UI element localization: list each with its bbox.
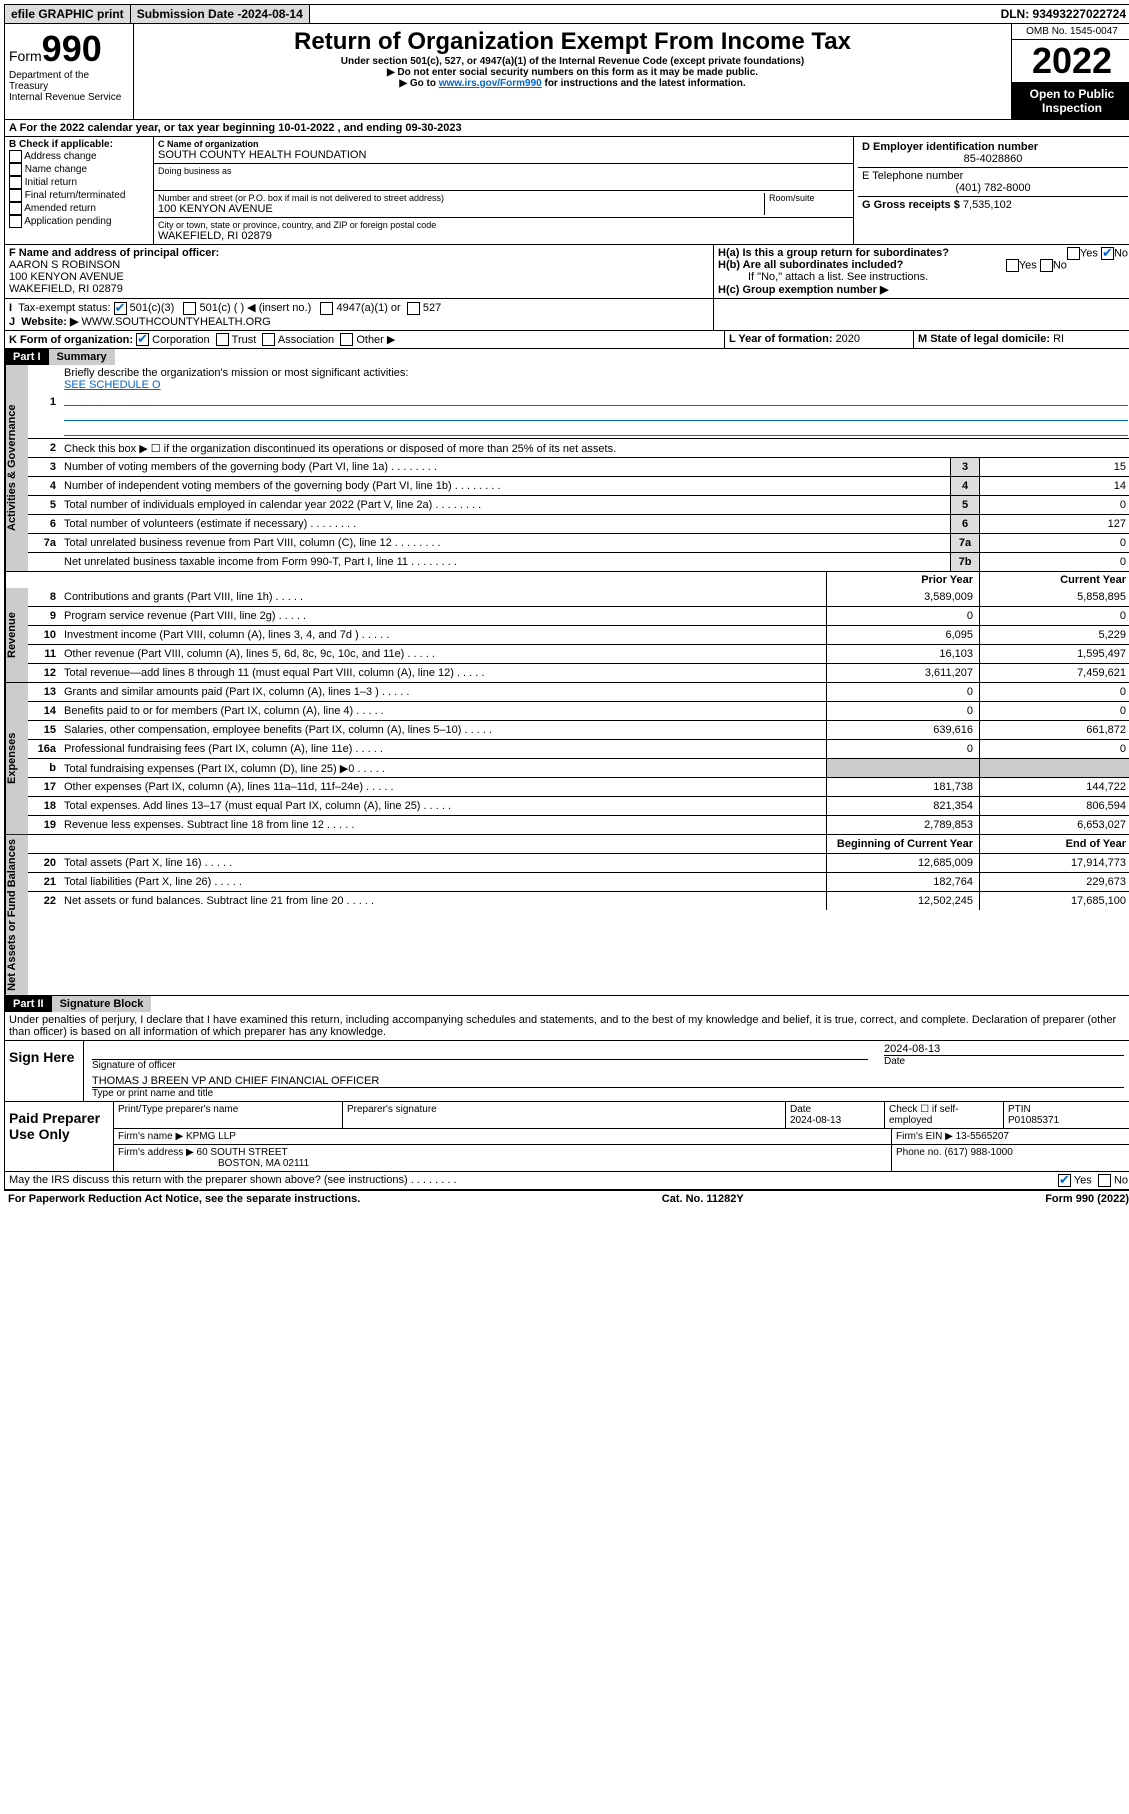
preparer-block: Paid Preparer Use Only Print/Type prepar… xyxy=(4,1102,1129,1172)
signature-block: Sign Here Signature of officer 2024-08-1… xyxy=(4,1041,1129,1102)
discuss-row: May the IRS discuss this return with the… xyxy=(4,1172,1129,1190)
form-title: Return of Organization Exempt From Incom… xyxy=(138,28,1007,56)
dln: DLN: 93493227022724 xyxy=(995,5,1129,23)
ptin: P01085371 xyxy=(1008,1115,1059,1126)
year-formation: 2020 xyxy=(836,333,860,345)
form-label: Form xyxy=(9,48,42,64)
submission-date: Submission Date - 2024-08-14 xyxy=(131,5,310,23)
form-header: Form990 Department of the Treasury Inter… xyxy=(4,24,1129,120)
firm-phone: (617) 988-1000 xyxy=(944,1147,1012,1158)
gross-receipts: 7,535,102 xyxy=(963,199,1012,211)
page-footer: For Paperwork Reduction Act Notice, see … xyxy=(4,1190,1129,1207)
sign-date: 2024-08-13 xyxy=(884,1043,1124,1056)
ein: 85-4028860 xyxy=(862,153,1124,165)
section-c: C Name of organizationSOUTH COUNTY HEALT… xyxy=(154,137,854,244)
form-number: 990 xyxy=(42,28,102,69)
efile-button[interactable]: efile GRAPHIC print xyxy=(5,5,131,23)
firm-addr1: 60 SOUTH STREET xyxy=(197,1147,288,1158)
irs-label: Internal Revenue Service xyxy=(9,92,129,103)
part-ii: Part IISignature Block Under penalties o… xyxy=(4,996,1129,1041)
subtitle-2: ▶ Do not enter social security numbers o… xyxy=(138,67,1007,78)
firm-ein: 13-5565207 xyxy=(956,1131,1009,1142)
entity-block: B Check if applicable: Address change Na… xyxy=(4,137,1129,245)
firm-name: KPMG LLP xyxy=(186,1131,236,1142)
tab-activities-governance: Activities & Governance xyxy=(5,365,28,571)
org-name: SOUTH COUNTY HEALTH FOUNDATION xyxy=(158,149,849,161)
top-bar: efile GRAPHIC print Submission Date - 20… xyxy=(4,4,1129,24)
firm-addr2: BOSTON, MA 02111 xyxy=(118,1158,309,1169)
tab-net-assets: Net Assets or Fund Balances xyxy=(5,835,28,995)
subtitle-1: Under section 501(c), 527, or 4947(a)(1)… xyxy=(138,56,1007,67)
org-street: 100 KENYON AVENUE xyxy=(158,203,764,215)
part-i: Part ISummary Activities & Governance 1B… xyxy=(4,349,1129,996)
schedule-o-link[interactable]: SEE SCHEDULE O xyxy=(64,379,161,391)
officer-block: F Name and address of principal officer:… xyxy=(4,245,1129,299)
subtitle-3: ▶ Go to www.irs.gov/Form990 for instruct… xyxy=(138,78,1007,89)
officer-name: AARON S ROBINSON xyxy=(9,259,120,271)
domicile: RI xyxy=(1053,333,1064,345)
section-a: A For the 2022 calendar year, or tax yea… xyxy=(4,120,1129,137)
open-public-badge: Open to Public Inspection xyxy=(1012,83,1129,119)
officer-title: THOMAS J BREEN VP AND CHIEF FINANCIAL OF… xyxy=(92,1075,1124,1088)
tax-year: 2022 xyxy=(1012,40,1129,83)
tab-revenue: Revenue xyxy=(5,588,28,682)
tab-expenses: Expenses xyxy=(5,683,28,834)
omb-number: OMB No. 1545-0047 xyxy=(1012,24,1129,40)
dept-label: Department of the Treasury xyxy=(9,70,129,92)
perjury-declaration: Under penalties of perjury, I declare th… xyxy=(5,1012,1129,1040)
prep-date: 2024-08-13 xyxy=(790,1115,841,1126)
telephone: (401) 782-8000 xyxy=(862,182,1124,194)
section-b: B Check if applicable: Address change Na… xyxy=(5,137,154,244)
irs-link[interactable]: www.irs.gov/Form990 xyxy=(439,78,542,89)
website: WWW.SOUTHCOUNTYHEALTH.ORG xyxy=(81,316,270,328)
org-city: WAKEFIELD, RI 02879 xyxy=(158,230,849,242)
